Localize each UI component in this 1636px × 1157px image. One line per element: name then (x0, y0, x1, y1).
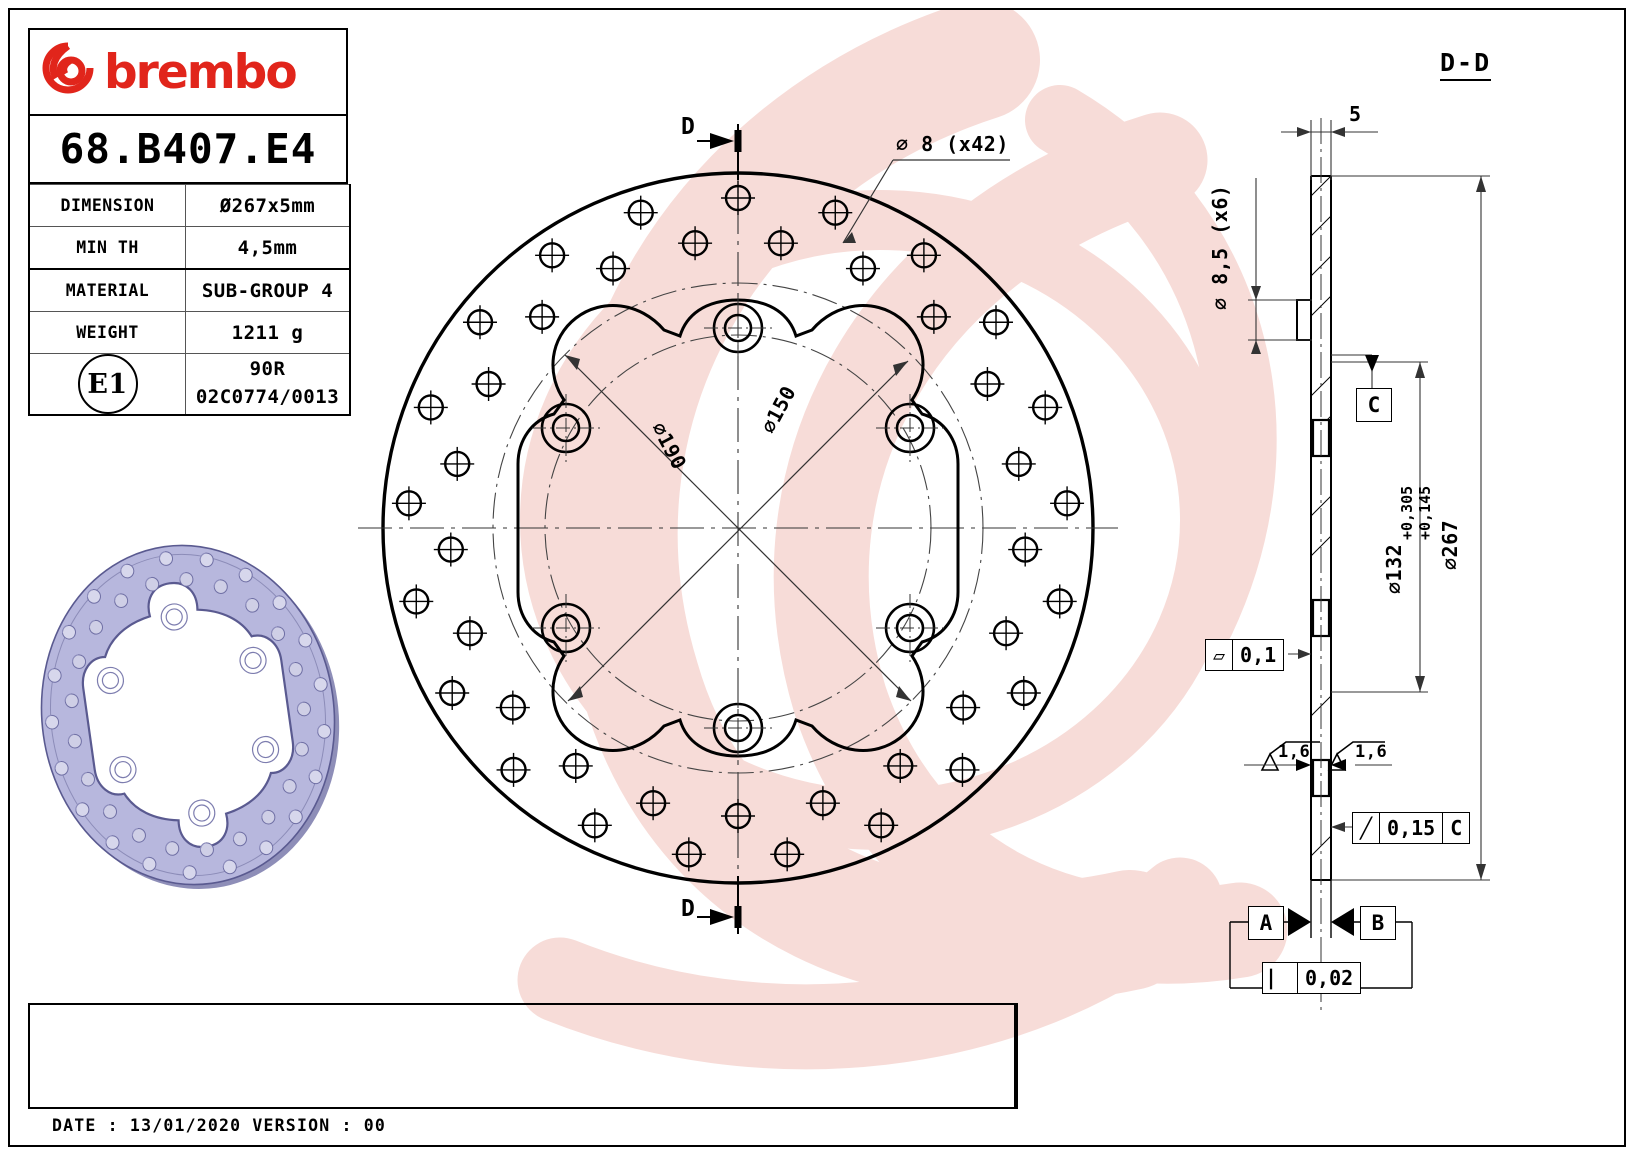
runout-datum: C (1442, 813, 1469, 843)
front-view-geometry (358, 124, 1118, 934)
tolerance-lower: +0,145 (1416, 485, 1434, 540)
roughness-right: 1,6 (1355, 742, 1388, 762)
page-border (8, 8, 1626, 1147)
table-row: WEIGHT 1211 g (28, 311, 351, 354)
spec-table: DIMENSION Ø267x5mm MIN TH 4,5mm MATERIAL… (28, 184, 351, 416)
homologation-code-line2: 02C0774/0013 (195, 386, 340, 408)
section-marker-bottom: D (681, 896, 696, 922)
symmetry-control-frame: ⎸ 0,02 (1262, 962, 1362, 994)
parallelism-symbol-icon: ▱ (1213, 643, 1226, 667)
symmetry-value: 0,02 (1297, 963, 1360, 993)
datum-a: A (1248, 906, 1284, 940)
runout-control-frame: ╱ 0,15 C (1352, 812, 1471, 844)
spec-value-material: SUB-GROUP 4 (185, 268, 351, 312)
dim-bolt-hole-85: ⌀ 8,5 (x6) (1208, 184, 1232, 310)
table-row: MIN TH 4,5mm (28, 226, 351, 270)
notes-panel-divider (1016, 1003, 1018, 1109)
datum-c-section: C (1356, 388, 1392, 422)
product-render (30, 520, 346, 900)
parallelism-control-frame: ▱ 0,1 (1205, 639, 1285, 671)
section-marker-top: D (681, 114, 696, 140)
table-row: DIMENSION Ø267x5mm (28, 184, 351, 227)
homologation-code-cell: 90R 02C0774/0013 (185, 353, 351, 416)
spec-label-dimension: DIMENSION (28, 184, 186, 227)
roughness-left: 1,6 (1278, 742, 1311, 762)
symmetry-symbol-icon: ⎸ (1270, 966, 1290, 990)
tolerance-upper: +0,305 (1398, 485, 1416, 540)
brand-name: brembo (104, 44, 298, 100)
spec-label-material: MATERIAL (28, 268, 186, 312)
dim-thickness: 5 (1349, 102, 1362, 126)
hole-callout: ⌀ 8 (x42) (896, 132, 1009, 156)
section-title-dd: D-D (1440, 48, 1492, 81)
table-row: MATERIAL SUB-GROUP 4 (28, 268, 351, 312)
notes-panel (28, 1003, 1016, 1109)
spec-value-min-th: 4,5mm (185, 226, 351, 270)
parallelism-value: 0,1 (1232, 640, 1283, 670)
dim-outer-diameter-267: ⌀267 (1438, 519, 1462, 570)
e1-badge: E1 (77, 354, 138, 414)
footer-date-version: DATE : 13/01/2020 VERSION : 00 (52, 1116, 387, 1135)
spec-label-min-th: MIN TH (28, 226, 186, 270)
part-number-cell: 68.B407.E4 (28, 116, 348, 184)
spec-label-weight: WEIGHT (28, 311, 186, 354)
spec-value-dimension: Ø267x5mm (185, 184, 351, 227)
homologation-mark-cell: E1 (28, 353, 186, 416)
dim-bolt-circle-132: ⌀132 (1382, 543, 1406, 594)
runout-symbol-icon: ╱ (1360, 816, 1373, 840)
brand-logo-cell: brembo (28, 28, 348, 116)
table-row: E1 90R 02C0774/0013 (28, 353, 351, 416)
runout-value: 0,15 (1379, 813, 1442, 843)
part-number: 68.B407.E4 (59, 125, 317, 173)
title-block: brembo 68.B407.E4 DIMENSION Ø267x5mm MIN… (28, 28, 351, 416)
brembo-logo-icon (38, 38, 102, 106)
homologation-code-line1: 90R (249, 358, 286, 381)
datum-b: B (1360, 906, 1396, 940)
spec-value-weight: 1211 g (185, 311, 351, 354)
